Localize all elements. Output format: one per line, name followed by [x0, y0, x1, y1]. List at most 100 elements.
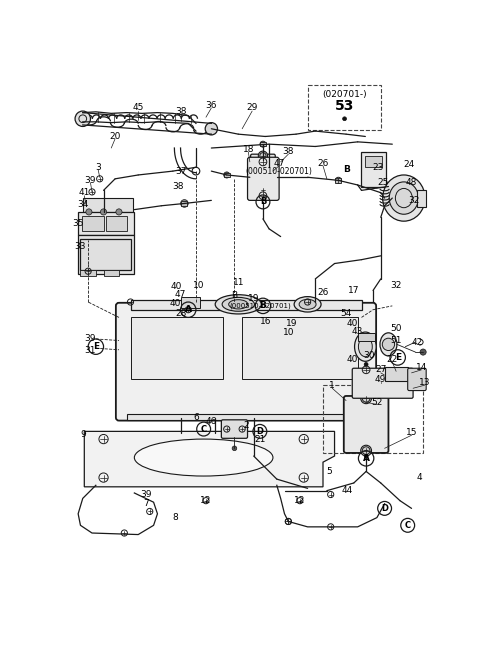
Ellipse shape: [294, 297, 321, 312]
Circle shape: [100, 209, 107, 215]
Text: 20: 20: [109, 132, 121, 141]
Text: 13: 13: [419, 379, 431, 388]
Text: 38: 38: [172, 182, 184, 191]
Text: 39: 39: [84, 335, 96, 344]
Text: D: D: [381, 504, 388, 513]
FancyBboxPatch shape: [116, 303, 376, 420]
Circle shape: [258, 151, 267, 160]
Text: 48: 48: [406, 178, 417, 187]
Text: 32: 32: [390, 281, 402, 289]
Text: (000510-020701): (000510-020701): [229, 302, 291, 309]
Circle shape: [361, 445, 372, 456]
Text: 50: 50: [390, 325, 402, 333]
Ellipse shape: [215, 295, 262, 314]
Text: 47: 47: [175, 290, 186, 299]
Text: 18: 18: [242, 145, 254, 154]
Text: 41: 41: [79, 188, 90, 197]
Circle shape: [420, 349, 426, 355]
Bar: [78, 212, 133, 235]
Text: 33: 33: [74, 242, 85, 251]
Text: A: A: [362, 454, 370, 463]
Text: A: A: [185, 305, 192, 314]
Text: 6: 6: [193, 413, 199, 422]
Text: 10: 10: [192, 281, 204, 289]
Circle shape: [364, 363, 368, 366]
FancyBboxPatch shape: [251, 154, 275, 192]
Ellipse shape: [380, 333, 397, 356]
Ellipse shape: [134, 439, 273, 476]
Text: E: E: [93, 342, 99, 351]
Text: 44: 44: [342, 486, 353, 495]
Circle shape: [343, 117, 347, 121]
FancyBboxPatch shape: [221, 420, 248, 438]
Text: 30: 30: [363, 352, 375, 360]
Text: 15: 15: [406, 428, 417, 438]
Text: C: C: [201, 424, 207, 434]
Text: B: B: [343, 165, 349, 174]
Text: 32: 32: [408, 196, 420, 205]
Text: 37: 37: [175, 167, 186, 176]
Circle shape: [259, 186, 267, 194]
Bar: [180, 297, 200, 308]
Text: 27: 27: [375, 365, 386, 375]
Bar: [78, 235, 133, 274]
Text: B: B: [260, 301, 266, 310]
Bar: [336, 178, 341, 182]
Text: 38: 38: [175, 106, 186, 115]
FancyBboxPatch shape: [344, 396, 388, 453]
Text: 40: 40: [169, 299, 181, 308]
Circle shape: [205, 123, 217, 135]
Bar: [361, 152, 386, 186]
Circle shape: [364, 454, 368, 458]
Bar: [78, 113, 84, 122]
Circle shape: [180, 199, 188, 207]
Text: 8: 8: [172, 513, 178, 522]
Circle shape: [266, 164, 272, 171]
Text: 11: 11: [232, 278, 244, 287]
Text: 40: 40: [171, 282, 182, 291]
Bar: [260, 142, 266, 146]
Text: 35: 35: [72, 219, 84, 228]
Text: 7: 7: [143, 499, 149, 508]
Bar: [417, 190, 426, 207]
Ellipse shape: [383, 175, 425, 221]
Text: 3: 3: [96, 163, 101, 172]
Text: 24: 24: [404, 161, 415, 169]
Text: 23: 23: [373, 163, 384, 172]
Bar: [365, 155, 382, 167]
Text: 5: 5: [326, 467, 332, 476]
Text: 9: 9: [80, 430, 85, 439]
Bar: [131, 318, 223, 379]
Circle shape: [382, 338, 395, 350]
Text: 12: 12: [294, 496, 306, 505]
Text: 25: 25: [377, 178, 389, 187]
Ellipse shape: [228, 300, 248, 309]
Bar: [242, 318, 358, 379]
Text: 29: 29: [246, 104, 258, 112]
Bar: [81, 270, 96, 276]
Text: 38: 38: [283, 148, 294, 156]
Text: 4: 4: [417, 473, 422, 482]
Text: 36: 36: [205, 101, 217, 110]
Text: 26: 26: [317, 288, 329, 297]
Ellipse shape: [222, 297, 254, 311]
Bar: [81, 239, 131, 270]
Text: 31: 31: [84, 346, 96, 355]
Bar: [106, 216, 127, 231]
Bar: [104, 270, 119, 276]
FancyBboxPatch shape: [248, 157, 279, 200]
Text: 49: 49: [375, 375, 386, 384]
Text: 34: 34: [77, 199, 88, 209]
Text: 39: 39: [84, 176, 96, 185]
Text: 45: 45: [132, 104, 144, 112]
Text: 54: 54: [340, 309, 352, 318]
Text: 1: 1: [329, 380, 335, 390]
Bar: [308, 85, 381, 129]
Text: 19: 19: [248, 294, 260, 302]
Text: C: C: [405, 521, 411, 530]
Text: 26: 26: [317, 159, 329, 168]
Bar: [224, 173, 230, 177]
Text: 40: 40: [347, 319, 358, 328]
Text: 52: 52: [371, 398, 383, 407]
Text: 2: 2: [243, 420, 249, 430]
